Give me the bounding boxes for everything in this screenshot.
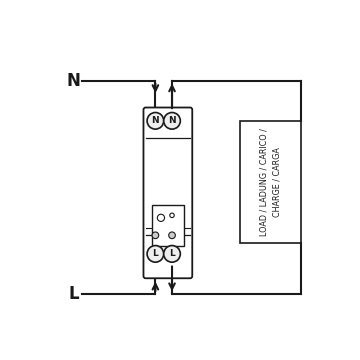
Bar (152, 204, 184, 246)
Circle shape (147, 112, 164, 129)
Circle shape (157, 214, 165, 221)
Circle shape (164, 112, 180, 129)
Text: N: N (67, 72, 81, 90)
Bar (240, 121, 301, 243)
Text: L: L (68, 285, 79, 303)
Circle shape (170, 213, 174, 217)
Circle shape (164, 246, 180, 262)
Circle shape (169, 232, 175, 239)
Text: L: L (169, 249, 175, 258)
Text: LOAD / LADUNG / CARICO /
CHARGE / CARGA: LOAD / LADUNG / CARICO / CHARGE / CARGA (260, 128, 281, 236)
FancyBboxPatch shape (144, 108, 192, 278)
Text: L: L (153, 249, 158, 258)
Text: N: N (152, 116, 159, 125)
Text: N: N (168, 116, 176, 125)
Circle shape (152, 232, 159, 239)
Circle shape (147, 246, 164, 262)
